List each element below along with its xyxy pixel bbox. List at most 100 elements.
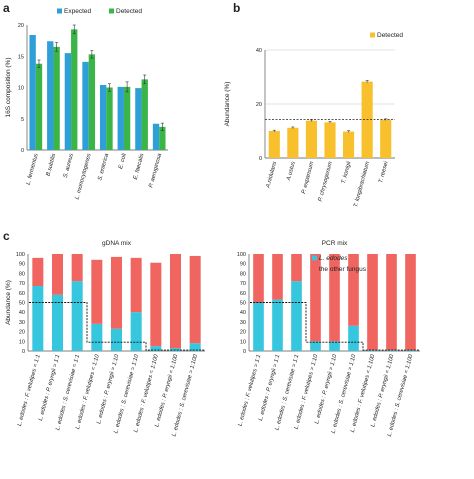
y-tick-label: 100 <box>237 252 246 258</box>
legend-swatch <box>370 32 375 38</box>
y-tick-label: 80 <box>240 271 246 277</box>
bar-detected <box>361 81 373 158</box>
bar-secondary <box>91 259 103 324</box>
expected-line <box>29 302 205 351</box>
bar-primary <box>110 328 123 351</box>
y-tick-label: 5 <box>21 117 24 123</box>
bar-secondary <box>253 254 264 303</box>
bar-secondary <box>367 254 378 351</box>
y-tick-label: 10 <box>18 86 24 92</box>
y-tick-label: 50 <box>19 301 25 307</box>
bar-expected <box>152 123 160 150</box>
y-tick-label: 10 <box>19 339 25 345</box>
bar-primary <box>348 325 359 351</box>
chart-title: gDNA mix <box>102 240 132 247</box>
y-tick-label: 0 <box>21 148 24 154</box>
y-tick-label: 20 <box>18 23 24 29</box>
bar-expected <box>117 86 124 150</box>
category-label: T. longibrachiatum <box>353 161 371 208</box>
category-label: L. fermentus <box>26 153 40 186</box>
bar-secondary <box>291 254 302 282</box>
bar-detected <box>71 29 78 150</box>
bar-secondary <box>405 254 416 351</box>
bar-secondary <box>110 256 123 329</box>
bar-secondary <box>51 254 64 295</box>
panel-label-c: c <box>3 229 10 243</box>
chart-c-pcr: 0 10 20 30 40 50 60 70 80 90 100 PCR mix L. edodes :… <box>237 240 420 437</box>
bar-primary <box>91 323 103 351</box>
category-label: A.ustus <box>286 161 297 182</box>
bar-secondary <box>71 254 83 282</box>
y-tick-label: 20 <box>256 102 262 108</box>
bar-expected <box>82 61 89 150</box>
bar-secondary <box>169 254 182 349</box>
legend-label: L. edodes <box>319 255 348 262</box>
category-label: B.subtilis <box>46 153 58 177</box>
bar-primary <box>32 286 44 351</box>
bar-primary <box>169 348 182 351</box>
y-tick-label: 70 <box>240 281 246 287</box>
panel-label-b: b <box>233 1 240 15</box>
bar-detected <box>324 122 336 158</box>
y-tick-label: 0 <box>259 156 262 162</box>
y-tick-label: 20 <box>240 330 246 336</box>
category-label: E. coli <box>118 152 128 169</box>
bar-primary <box>291 281 302 351</box>
bar-primary <box>253 302 264 351</box>
bar-detected <box>287 127 299 158</box>
bar-primary <box>189 343 201 351</box>
category-label: S. enterica <box>97 152 110 181</box>
legend-label: Expected <box>64 8 91 15</box>
category-label: P. expansum <box>301 161 315 195</box>
panel-label-a: a <box>3 1 10 15</box>
chart-b: 0 20 40 Abundance (%) A.nidulans A.ustus P. ex… <box>224 32 403 208</box>
bar-detected <box>35 63 43 150</box>
y-tick-label: 90 <box>19 262 25 268</box>
category-label: L. edodes : P. eryngii = 1:1 <box>38 354 61 422</box>
y-tick-label: 50 <box>240 301 246 307</box>
category-label: E. faecalis <box>133 153 146 180</box>
bar-secondary <box>32 257 44 287</box>
y-tick-label: 60 <box>240 291 246 297</box>
y-axis-label: Abundance (%) <box>224 82 231 127</box>
bar-detected <box>106 87 113 150</box>
bar-primary <box>310 341 321 351</box>
category-label: L. edodes : P. eryngii = 1:10 <box>96 353 121 424</box>
category-label: T. konigii <box>341 160 353 184</box>
category-label: A.nidulans <box>265 161 278 190</box>
bar-detected <box>305 120 317 158</box>
y-tick-label: 100 <box>16 252 25 258</box>
bar-detected <box>268 131 280 158</box>
y-tick-label: 15 <box>18 54 24 60</box>
chart-a: 0 5 10 15 20 16S composition (%) L. fermentus B… <box>5 8 168 200</box>
category-label: S. aureus <box>63 153 75 179</box>
y-tick-label: 60 <box>19 291 25 297</box>
legend-swatch <box>312 266 317 272</box>
bar-primary <box>130 312 142 351</box>
bar-secondary <box>150 262 162 347</box>
y-tick-label: 70 <box>19 281 25 287</box>
legend-swatch <box>312 255 317 261</box>
bar-primary <box>272 299 283 351</box>
legend-swatch <box>57 8 62 14</box>
bar-expected <box>29 35 36 150</box>
legend-swatch <box>109 8 114 14</box>
bar-detected <box>53 46 60 150</box>
chart-title: PCR mix <box>322 240 348 247</box>
bar-primary <box>386 350 397 351</box>
bar-secondary <box>130 257 142 313</box>
bar-secondary <box>329 254 340 342</box>
legend-label: the other fungus <box>319 266 367 273</box>
bar-primary <box>405 350 416 351</box>
bar-secondary <box>348 254 359 326</box>
bar-detected <box>141 79 148 150</box>
y-axis-label: 16S composition (%) <box>5 58 12 118</box>
bar-detected <box>380 119 392 158</box>
y-tick-label: 0 <box>22 349 25 355</box>
bar-primary <box>51 294 64 351</box>
y-tick-label: 80 <box>19 271 25 277</box>
y-tick-label: 30 <box>19 320 25 326</box>
category-label: L. edodes : P. eryngii = 1:1 <box>258 354 281 422</box>
bar-detected <box>159 126 166 150</box>
